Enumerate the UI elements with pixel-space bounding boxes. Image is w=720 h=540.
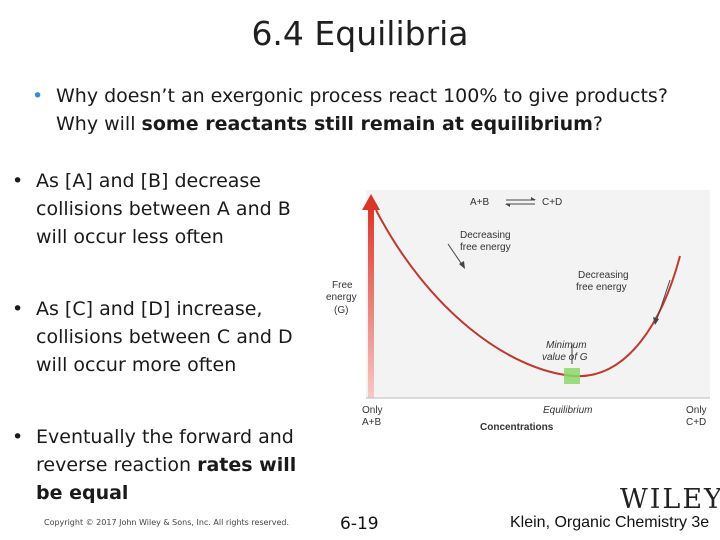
bullet-products-increase: • As [C] and [D] increase, collisions be…: [12, 295, 302, 379]
decreasing-left-label-2: free energy: [460, 242, 511, 253]
only-right-label-1: Only: [686, 405, 707, 416]
book-citation: Klein, Organic Chemistry 3e: [510, 514, 710, 531]
bullet-line-2: Why will some reactants still remain at …: [56, 113, 604, 135]
diagram-panel: [366, 190, 710, 398]
bullet-marker: •: [12, 170, 24, 192]
y-axis-label-1: Free: [332, 280, 353, 291]
bullet-rates-equal: • Eventually the forward and reverse rea…: [12, 423, 302, 507]
equilibrium-label: Equilibrium: [543, 405, 592, 416]
only-right-label-2: C+D: [686, 417, 706, 428]
bullet-reactants-decrease: • As [A] and [B] decrease collisions bet…: [12, 167, 302, 251]
only-left-label-1: Only: [362, 405, 383, 416]
bullet-text: Eventually the forward and reverse react…: [36, 426, 297, 504]
x-axis-label: Concentrations: [480, 422, 554, 433]
minimum-label-2: value of G: [542, 352, 588, 363]
copyright-notice: Copyright © 2017 John Wiley & Sons, Inc.…: [44, 518, 290, 527]
left-annotation-arrow: [447, 243, 464, 267]
decreasing-left-label: Decreasing: [460, 230, 511, 241]
bullet-marker: •: [12, 426, 24, 448]
reaction-right-label: C+D: [542, 197, 562, 208]
bullet-marker: •: [32, 85, 44, 107]
bullet-text: As [C] and [D] increase, collisions betw…: [36, 298, 293, 376]
right-annotation-arrowhead: [653, 317, 659, 325]
minimum-marker: [564, 368, 580, 384]
right-annotation-arrow: [655, 279, 671, 323]
bold-phrase: some reactants still remain at equilibri…: [141, 113, 593, 135]
free-energy-diagram: A+B C+D Decreasing free energy Decreasin…: [326, 190, 710, 433]
wiley-logo: WILEY: [620, 484, 720, 515]
decreasing-right-label: Decreasing: [578, 270, 629, 281]
y-axis-arrow: [368, 206, 374, 398]
slide-title: 6.4 Equilibria: [251, 14, 469, 53]
slide-number: 6-19: [340, 514, 379, 534]
reaction-left-label: A+B: [470, 197, 490, 208]
bullet-line-1: Why doesn’t an exergonic process react 1…: [56, 85, 668, 107]
bullet-marker: •: [12, 298, 24, 320]
only-left-label-2: A+B: [362, 417, 382, 428]
decreasing-right-label-2: free energy: [576, 282, 627, 293]
left-annotation-arrowhead: [459, 261, 465, 269]
y-axis-label-2: energy: [326, 292, 357, 303]
minimum-label-1: Minimum: [546, 340, 587, 351]
reverse-arrowhead: [505, 204, 510, 207]
bullet-text: As [A] and [B] decrease collisions betwe…: [36, 170, 291, 248]
y-axis-arrowhead: [362, 194, 380, 210]
bullet-exergonic-question: • Why doesn’t an exergonic process react…: [32, 82, 712, 138]
bold-phrase: rates will be equal: [36, 454, 297, 504]
y-axis-label-3: (G): [334, 305, 348, 316]
forward-arrowhead: [531, 197, 536, 200]
